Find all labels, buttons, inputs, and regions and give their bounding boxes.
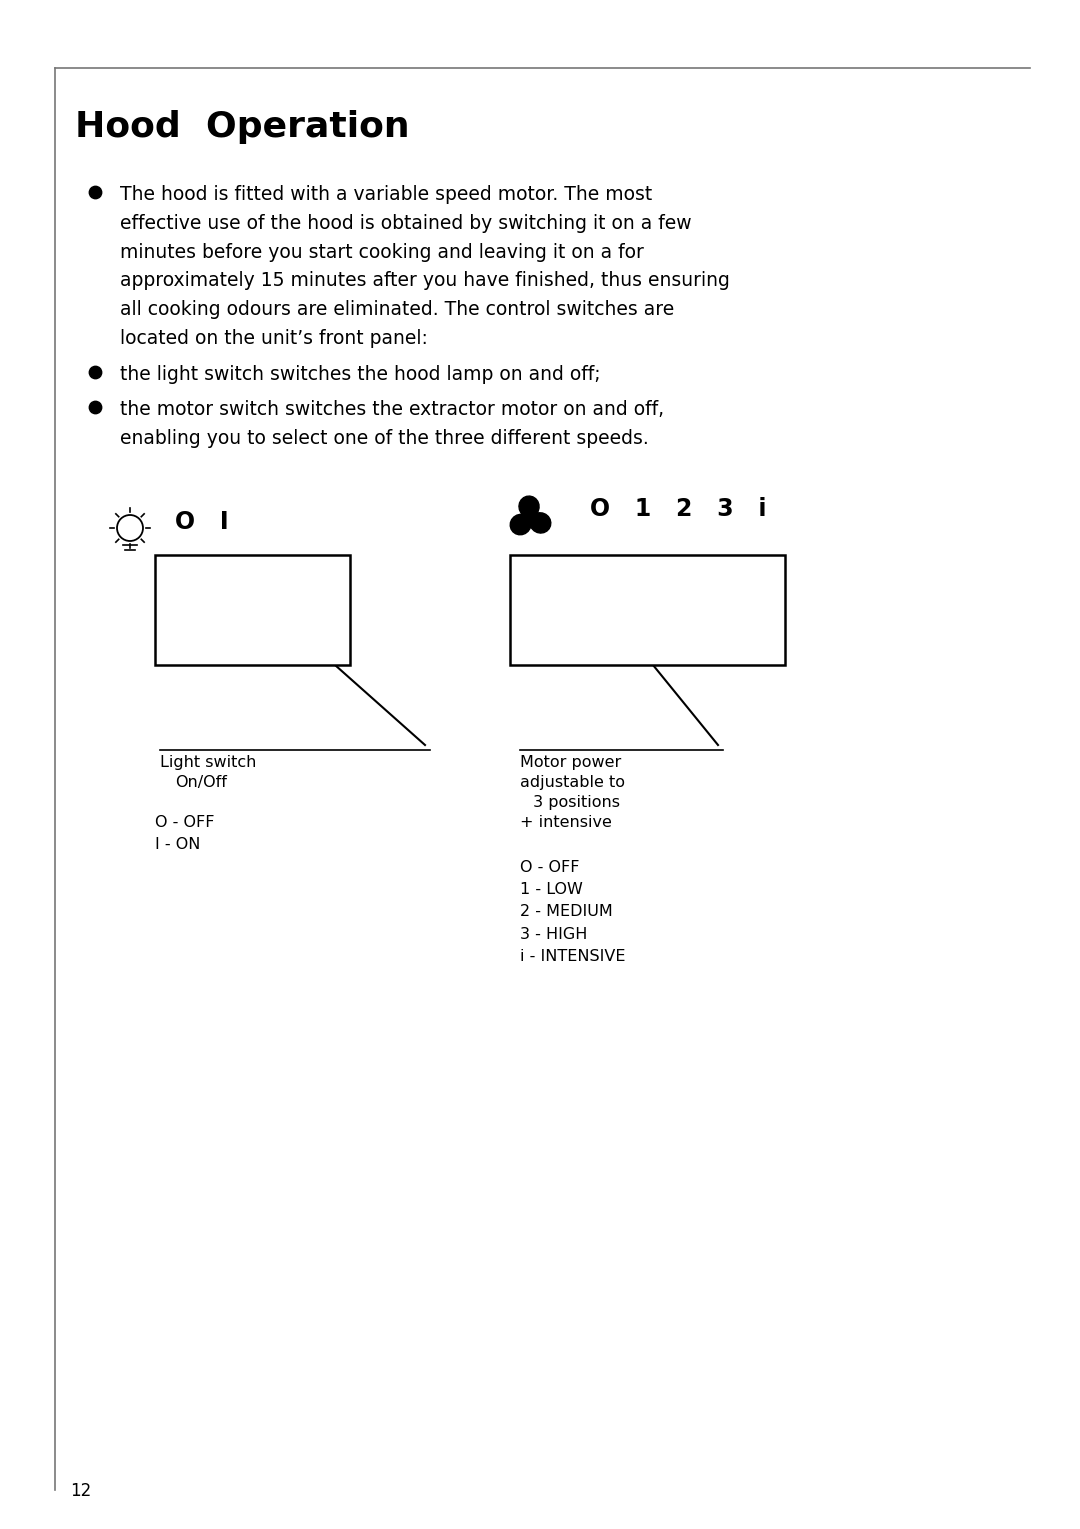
Circle shape: [526, 514, 534, 521]
Bar: [510, 555, 785, 665]
Point: [86, 394, 104, 419]
Text: Light switch: Light switch: [160, 755, 256, 771]
Text: On/Off: On/Off: [175, 775, 227, 790]
Text: the motor switch switches the extractor motor on and off,
enabling you to select: the motor switch switches the extractor …: [120, 401, 664, 448]
Text: Hood  Operation: Hood Operation: [75, 110, 409, 144]
Text: The hood is fitted with a variable speed motor. The most
effective use of the ho: The hood is fitted with a variable speed…: [120, 185, 730, 347]
Polygon shape: [529, 512, 551, 534]
Polygon shape: [510, 514, 531, 535]
Text: adjustable to: adjustable to: [519, 775, 625, 790]
Text: Motor power: Motor power: [519, 755, 621, 771]
Text: 3 positions: 3 positions: [528, 795, 620, 810]
Text: O - OFF
1 - LOW
2 - MEDIUM
3 - HIGH
i - INTENSIVE: O - OFF 1 - LOW 2 - MEDIUM 3 - HIGH i - …: [519, 859, 625, 963]
Polygon shape: [518, 495, 539, 518]
Text: O   1   2   3   i: O 1 2 3 i: [590, 497, 767, 521]
Text: the light switch switches the hood lamp on and off;: the light switch switches the hood lamp …: [120, 365, 600, 384]
Text: O   I: O I: [175, 511, 229, 534]
Point: [86, 359, 104, 384]
Point: [86, 180, 104, 205]
Text: O - OFF
I - ON: O - OFF I - ON: [156, 815, 215, 852]
Bar: [156, 555, 350, 665]
Text: + intensive: + intensive: [519, 815, 612, 830]
Text: 12: 12: [70, 1482, 91, 1500]
